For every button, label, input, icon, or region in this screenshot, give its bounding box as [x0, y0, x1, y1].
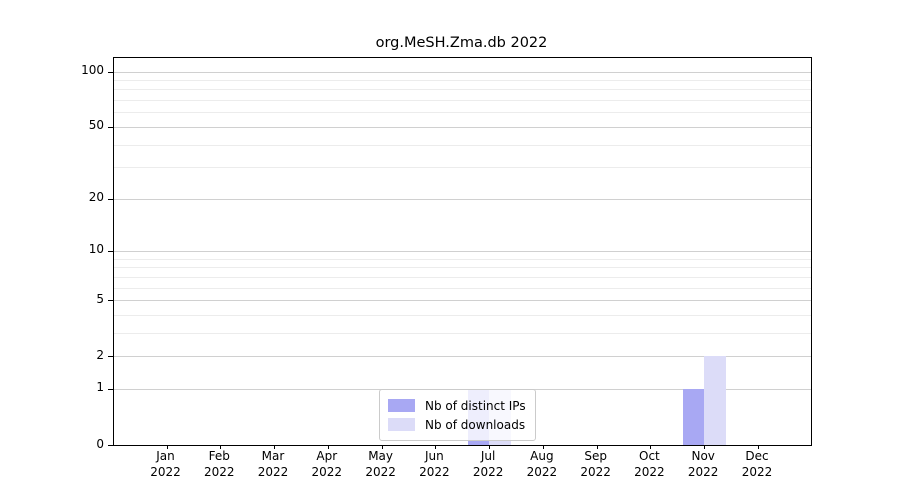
x-tick-mark: [650, 445, 652, 449]
chart-title: org.MeSH.Zma.db 2022: [375, 35, 548, 51]
gridline-minor: [114, 332, 811, 334]
gridline-minor: [114, 100, 811, 101]
legend-label-distinct-ips: Nb of distinct IPs: [425, 398, 526, 413]
x-tick-label: Mar 2022: [257, 449, 289, 479]
gridline-minor: [114, 89, 811, 91]
y-tick-mark: [108, 445, 113, 446]
y-tick-mark: [108, 126, 113, 128]
gridline-minor: [114, 267, 811, 269]
gridline-minor: [114, 112, 811, 114]
gridline-major: [114, 198, 811, 200]
legend-swatch-downloads: [388, 418, 415, 431]
x-tick-label: Jan 2022: [150, 449, 181, 479]
x-tick-label: Jun 2022: [419, 449, 450, 479]
x-tick-label: Sep 2022: [580, 449, 611, 479]
y-tick-mark: [108, 198, 113, 200]
y-tick-mark: [108, 356, 113, 358]
plot-area: Nb of distinct IPs Nb of downloads: [108, 57, 812, 449]
x-tick-mark: [596, 445, 598, 449]
x-tick-label: Nov 2022: [687, 449, 719, 479]
y-tick-label: 20: [88, 190, 104, 205]
x-tick-label: Jul 2022: [472, 449, 504, 479]
gridline-major: [114, 71, 811, 73]
legend-swatch-distinct-ips: [388, 399, 415, 412]
gridline-minor: [114, 79, 811, 81]
gridline-major: [114, 250, 811, 252]
legend: Nb of distinct IPs Nb of downloads: [379, 389, 536, 441]
x-tick-mark: [542, 445, 544, 449]
x-tick-mark: [489, 445, 491, 449]
x-tick-mark: [220, 445, 222, 449]
x-tick-mark: [758, 445, 759, 449]
x-tick-label: May 2022: [365, 449, 396, 479]
y-tick-mark: [108, 300, 113, 301]
x-tick-label: Dec 2022: [741, 449, 773, 479]
y-tick-label: 1: [96, 380, 104, 395]
gridline-minor: [114, 314, 811, 316]
x-tick-mark: [274, 445, 275, 449]
y-tick-label: 2: [96, 347, 104, 362]
gridline-minor: [114, 144, 811, 146]
bar-downloads-nov: [704, 356, 726, 445]
gridline-major: [114, 126, 811, 128]
x-tick-mark: [381, 445, 383, 449]
y-tick-label: 100: [81, 63, 104, 77]
x-tick-label: Apr 2022: [311, 449, 343, 479]
x-tick-mark: [166, 445, 168, 449]
gridline-major: [114, 300, 811, 301]
gridline-minor: [114, 258, 811, 260]
y-tick-label: 10: [88, 242, 104, 257]
y-tick-mark: [108, 250, 113, 252]
x-tick-mark: [435, 445, 437, 449]
legend-item-downloads: Nb of downloads: [388, 415, 526, 434]
legend-label-downloads: Nb of downloads: [425, 417, 526, 432]
legend-item-distinct-ips: Nb of distinct IPs: [388, 396, 526, 415]
x-tick-label: Aug 2022: [526, 449, 558, 479]
y-tick-label: 5: [96, 291, 104, 306]
x-tick-mark: [327, 445, 329, 449]
gridline-minor: [114, 276, 811, 278]
y-tick-mark: [108, 71, 113, 73]
x-tick-mark: [704, 445, 706, 449]
x-tick-label: Oct 2022: [634, 449, 665, 479]
gridline-minor: [114, 167, 811, 169]
bar-distinct-ips-nov: [682, 388, 705, 445]
y-tick-label: 50: [88, 118, 104, 133]
y-tick-label: 0: [96, 436, 104, 451]
gridline-major: [114, 356, 811, 358]
y-tick-mark: [108, 388, 113, 390]
gridline-minor: [114, 287, 811, 289]
x-tick-label: Feb 2022: [204, 449, 235, 479]
